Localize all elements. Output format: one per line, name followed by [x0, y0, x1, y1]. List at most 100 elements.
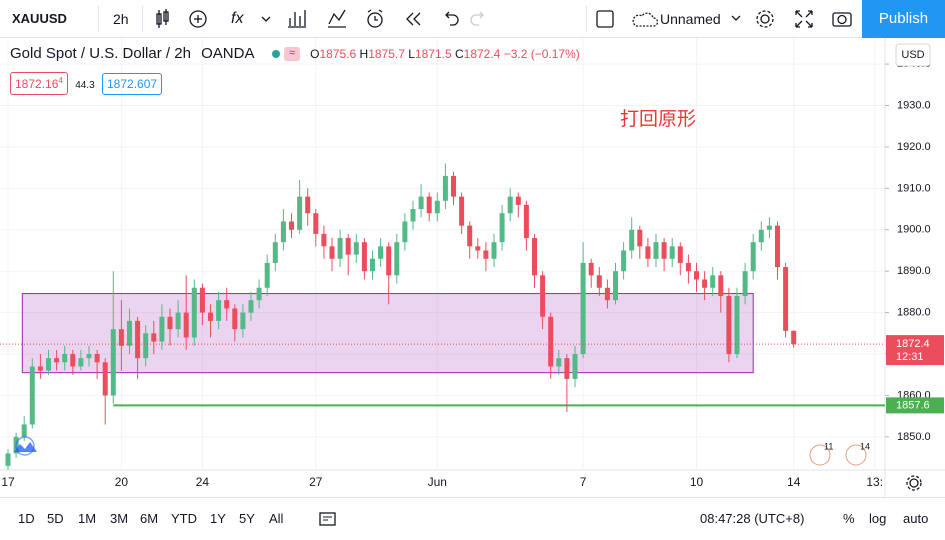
chart-bg — [0, 38, 945, 497]
ohlc-low: 1871.5 — [414, 47, 452, 61]
candle-body — [532, 238, 537, 276]
candle-body — [289, 221, 294, 230]
candle-body — [191, 287, 197, 338]
candle-body — [353, 242, 359, 255]
settings-icon — [909, 478, 919, 488]
expand-icon[interactable] — [795, 10, 813, 28]
candle-body — [256, 287, 262, 301]
publish-button[interactable]: Publish — [862, 0, 945, 38]
redo-icon — [470, 11, 484, 26]
currency-badge[interactable] — [895, 43, 931, 67]
candle-body — [702, 279, 708, 288]
separator — [142, 6, 143, 32]
candle-body — [224, 300, 230, 309]
candle-body — [127, 320, 132, 346]
symbol[interactable]: XAUUSD — [12, 11, 67, 26]
candle-body — [297, 196, 303, 230]
logo-shape — [14, 442, 37, 452]
legend-source: OANDA — [201, 45, 254, 62]
candle-body — [783, 267, 789, 331]
separator — [586, 6, 587, 32]
chevron[interactable] — [731, 15, 741, 21]
sell-box[interactable]: 1872.164 — [10, 72, 68, 95]
compare-icon[interactable] — [328, 9, 346, 28]
candle-body — [361, 242, 367, 272]
candle-body — [232, 308, 238, 330]
indicator-icon[interactable] — [189, 10, 207, 28]
candle-body — [653, 242, 659, 259]
candle-body — [491, 242, 497, 259]
layout-name[interactable]: Unnamed — [660, 11, 721, 27]
ohlc-high: 1875.7 — [368, 47, 405, 61]
chevron[interactable] — [261, 16, 271, 22]
clock[interactable]: 08:47:28 (UTC+8) — [700, 511, 805, 526]
trade-boxes: 1872.164 44.3 1872.607 — [10, 72, 163, 95]
candle-body — [337, 238, 343, 259]
candle-body — [78, 358, 84, 367]
period-button[interactable]: YTD — [171, 511, 197, 526]
interval[interactable]: 2h — [113, 11, 129, 27]
period-button[interactable]: 3M — [110, 511, 129, 526]
last-price-tag — [886, 335, 944, 366]
date-range-icon[interactable] — [318, 510, 338, 528]
level-tag — [886, 397, 944, 414]
candle-body — [604, 287, 610, 301]
candle-body — [402, 221, 408, 243]
settings-corner[interactable] — [906, 475, 922, 491]
period-button[interactable]: 5D — [47, 511, 64, 526]
alert-icon[interactable] — [367, 12, 383, 28]
fullscreen-square[interactable] — [596, 10, 614, 28]
candle-body — [54, 358, 60, 363]
candle-body — [775, 225, 780, 268]
cloud-icon[interactable] — [632, 12, 659, 27]
period-button[interactable]: 6M — [140, 511, 159, 526]
candle-body — [596, 275, 602, 288]
legend-title: Gold Spot / U.S. Dollar — [10, 45, 162, 62]
legend-sep: / — [165, 45, 171, 62]
settings-icon — [756, 10, 774, 28]
candle-body — [370, 258, 375, 272]
fx-label[interactable]: fx — [231, 10, 244, 27]
period-button[interactable]: 5Y — [239, 511, 255, 526]
period-button[interactable]: 1D — [18, 511, 35, 526]
undo-icon[interactable] — [445, 11, 459, 26]
replay-icon[interactable] — [406, 12, 421, 26]
candle-body — [62, 354, 68, 363]
candle-body — [629, 229, 635, 251]
ohlc-prefix: H — [359, 47, 369, 61]
alert-icon — [367, 9, 383, 21]
candle-body — [483, 250, 489, 259]
candle-body — [426, 196, 432, 214]
annotation: 打回原形 — [620, 108, 696, 130]
x-tick-label: 10 — [690, 475, 704, 489]
settings-icon — [906, 475, 922, 491]
y-tick-label: 1920.0 — [897, 141, 931, 153]
percent-toggle[interactable]: % — [843, 511, 855, 526]
candle-body — [459, 196, 465, 226]
period-button[interactable]: 1Y — [210, 511, 226, 526]
toolbar-icons: fx — [156, 9, 484, 28]
bar-icon[interactable] — [288, 10, 306, 28]
candle-body — [94, 354, 100, 363]
settings-icon[interactable] — [760, 14, 770, 24]
ohlc-change: −3.2 (−0.17%) — [503, 47, 580, 61]
candle-body — [766, 225, 772, 230]
candle-body — [199, 287, 205, 313]
candle-body — [442, 175, 448, 201]
candle-body — [151, 333, 157, 342]
separator — [98, 6, 99, 32]
candle-body — [677, 246, 683, 263]
candle-body — [118, 329, 124, 346]
buy-box[interactable]: 1872.607 — [102, 73, 163, 95]
candle-body — [467, 225, 473, 247]
log-toggle[interactable]: log — [869, 511, 887, 526]
candle-body — [46, 358, 51, 371]
camera-icon[interactable] — [832, 12, 852, 27]
period-button[interactable]: All — [269, 511, 284, 526]
event-badge — [809, 444, 831, 466]
period-button[interactable]: 1M — [78, 511, 97, 526]
candle-body — [580, 262, 586, 355]
auto-toggle[interactable]: auto — [903, 511, 929, 526]
candle-body — [750, 242, 756, 272]
